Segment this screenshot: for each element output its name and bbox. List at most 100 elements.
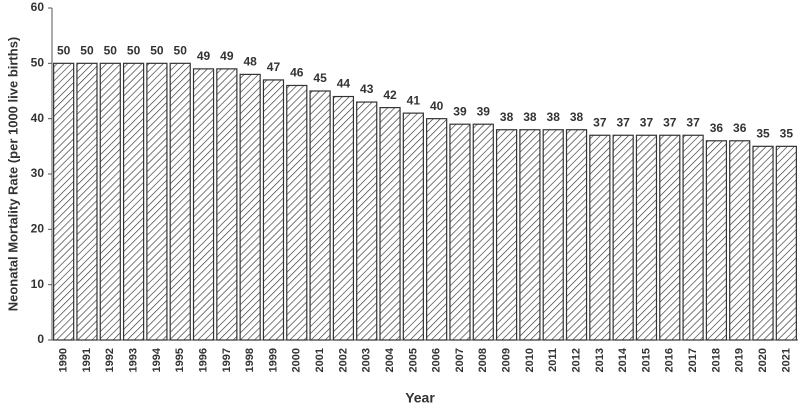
bar — [192, 68, 215, 341]
data-label: 38 — [570, 110, 584, 124]
bar — [216, 68, 238, 341]
bar — [729, 140, 751, 341]
x-tick-label: 2016 — [664, 348, 676, 372]
bar — [169, 62, 191, 341]
x-tick-label: 2012 — [570, 348, 582, 372]
x-tick-label: 2006 — [431, 348, 443, 372]
y-tick-label: 50 — [31, 56, 45, 70]
bar — [589, 134, 611, 341]
bar — [99, 62, 121, 341]
bar — [146, 62, 168, 341]
data-label: 40 — [430, 99, 444, 113]
data-label: 35 — [780, 127, 794, 141]
x-tick-label: 2014 — [617, 347, 629, 372]
data-label: 42 — [383, 88, 397, 102]
data-label: 35 — [756, 127, 770, 141]
bar — [659, 134, 681, 341]
bar — [705, 140, 728, 341]
x-tick-label: 1998 — [244, 348, 256, 372]
bar — [612, 134, 634, 341]
data-label: 37 — [640, 115, 654, 129]
bar — [542, 129, 564, 341]
data-label: 39 — [453, 104, 467, 118]
x-tick-label: 1991 — [81, 348, 93, 372]
data-label: 38 — [547, 110, 561, 124]
bar — [356, 101, 378, 341]
data-label: 38 — [523, 110, 537, 124]
bar — [775, 145, 797, 341]
x-tick-label: 1994 — [151, 347, 163, 372]
data-label: 37 — [593, 115, 607, 129]
bar — [519, 129, 541, 341]
x-tick-label: 2007 — [454, 348, 466, 372]
data-label: 49 — [220, 49, 234, 63]
x-tick-label: 2021 — [780, 348, 792, 372]
bar — [472, 123, 494, 341]
x-tick-label: 2015 — [640, 348, 652, 372]
y-axis-label: Neonatal Mortality Rate (per 1000 live b… — [5, 37, 20, 312]
data-label: 41 — [407, 93, 421, 107]
bar — [309, 90, 331, 341]
data-label: 47 — [267, 60, 281, 74]
bar — [122, 62, 145, 341]
x-tick-label: 2005 — [407, 348, 419, 372]
bar — [495, 129, 518, 341]
bar — [239, 73, 261, 341]
x-tick-label: 2011 — [547, 348, 559, 372]
x-tick-label: 2003 — [361, 348, 373, 372]
x-tick-label: 1999 — [267, 348, 279, 372]
bar — [76, 62, 98, 341]
y-tick-label: 60 — [31, 0, 45, 14]
data-label: 37 — [663, 115, 677, 129]
data-label: 38 — [500, 110, 514, 124]
x-tick-label: 2019 — [734, 348, 746, 372]
x-tick-label: 2017 — [687, 348, 699, 372]
bar — [402, 112, 424, 341]
x-tick-label: 1995 — [174, 348, 186, 372]
data-label: 36 — [733, 121, 747, 135]
bar — [53, 62, 75, 341]
data-label: 36 — [710, 121, 724, 135]
data-label: 44 — [337, 77, 351, 91]
data-label: 50 — [104, 44, 118, 58]
x-tick-label: 1996 — [197, 348, 209, 372]
y-tick-label: 40 — [31, 111, 45, 125]
bar — [565, 129, 588, 341]
data-label: 50 — [57, 44, 71, 58]
x-tick-label: 2000 — [291, 348, 303, 372]
x-tick-label: 1992 — [104, 348, 116, 372]
data-label: 48 — [243, 55, 257, 69]
bar — [682, 134, 704, 341]
x-tick-label: 1993 — [128, 348, 140, 372]
data-label: 50 — [127, 44, 141, 58]
bar — [379, 106, 401, 341]
x-tick-label: 2013 — [594, 348, 606, 372]
x-tick-label: 2020 — [757, 348, 769, 372]
y-tick-label: 0 — [37, 332, 44, 346]
data-label: 50 — [174, 44, 188, 58]
data-label: 43 — [360, 82, 374, 96]
data-label: 46 — [290, 66, 304, 80]
y-tick-label: 30 — [31, 166, 45, 180]
bar — [752, 145, 774, 341]
bar — [332, 95, 355, 341]
y-tick-label: 20 — [31, 222, 45, 236]
data-label: 45 — [313, 71, 327, 85]
bar — [286, 84, 308, 341]
x-tick-label: 2002 — [337, 348, 349, 372]
data-label: 37 — [616, 115, 630, 129]
x-tick-label: 1990 — [58, 348, 70, 372]
x-tick-label: 2008 — [477, 348, 489, 372]
data-label: 50 — [150, 44, 164, 58]
x-tick-label: 2001 — [314, 348, 326, 372]
x-tick-label: 1997 — [221, 348, 233, 372]
bar — [262, 79, 285, 341]
bar — [635, 134, 658, 341]
x-tick-label: 2018 — [710, 348, 722, 372]
data-label: 39 — [477, 104, 491, 118]
x-tick-label: 2010 — [524, 348, 536, 372]
data-label: 37 — [686, 115, 700, 129]
bar — [426, 118, 448, 341]
bar — [449, 123, 471, 341]
